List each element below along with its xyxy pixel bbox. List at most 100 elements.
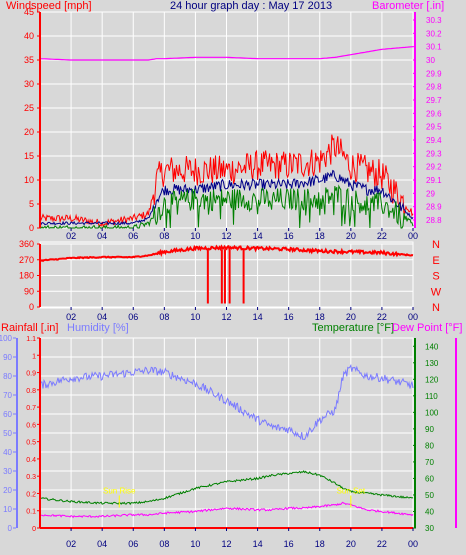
wind-gust-line bbox=[39, 134, 414, 229]
temp-tick-label: 120 bbox=[425, 375, 439, 384]
temp-tick-label: 60 bbox=[425, 474, 434, 483]
y-right-tick-label: 29.7 bbox=[426, 96, 442, 105]
x-tick-label: 16 bbox=[284, 231, 294, 241]
temp-tick-label: 90 bbox=[425, 425, 434, 434]
y-right-tick-label: 29.2 bbox=[426, 163, 442, 172]
y-right-tick-label: 29.3 bbox=[426, 149, 442, 158]
x-tick-label: 04 bbox=[97, 312, 107, 322]
compass-label: E bbox=[432, 255, 439, 267]
dewpoint-axis-label: Dew Point [°F] bbox=[392, 322, 462, 334]
x-tick-label: 22 bbox=[377, 312, 387, 322]
sun-event-label: Sun Set bbox=[337, 486, 366, 495]
x-tick-label: 00 bbox=[408, 231, 418, 241]
graph-title: 24 hour graph day : May 17 2013 bbox=[170, 0, 332, 12]
y-right-tick-label: 30.2 bbox=[426, 29, 442, 38]
wind-average-line bbox=[39, 169, 414, 226]
humidity-tick-label: 80 bbox=[3, 372, 12, 381]
temp-tick-label: 110 bbox=[425, 392, 438, 401]
x-tick-label: 00 bbox=[408, 312, 418, 322]
y-left-tick-label: 10 bbox=[24, 175, 34, 185]
y-right-tick-label: 30.1 bbox=[426, 43, 442, 52]
temperature-axis-label: Temperature [°F] bbox=[312, 322, 394, 334]
humidity-tick-label: 90 bbox=[3, 353, 12, 362]
rain-tick-label: 0.1 bbox=[26, 509, 36, 516]
y-left-tick-label: 30 bbox=[24, 79, 34, 89]
panel-1-grid bbox=[40, 11, 414, 229]
rain-tick-label: 0.6 bbox=[26, 422, 36, 429]
y-right-tick-label: 28.9 bbox=[426, 203, 442, 212]
rain-tick-label: 0.5 bbox=[26, 440, 36, 447]
y-right-tick-label: 29.4 bbox=[426, 136, 442, 145]
rain-tick-label: 0 bbox=[32, 526, 36, 533]
y-right-tick-label: 30 bbox=[426, 56, 435, 65]
temp-tick-label: 100 bbox=[425, 408, 439, 417]
y-left-tick-label: 90 bbox=[24, 286, 34, 296]
windspeed-axis-label: Windspeed [mph] bbox=[6, 0, 92, 12]
temperature-line bbox=[39, 470, 414, 506]
y-left-tick-label: 25 bbox=[24, 103, 34, 113]
x-tick-label: 10 bbox=[190, 539, 200, 549]
x-tick-label: 20 bbox=[346, 231, 356, 241]
x-tick-label: 20 bbox=[346, 539, 356, 549]
humidity-tick-label: 20 bbox=[3, 486, 12, 495]
x-tick-label: 06 bbox=[128, 231, 138, 241]
temp-tick-label: 50 bbox=[425, 491, 434, 500]
x-tick-label: 18 bbox=[315, 231, 325, 241]
humidity-tick-label: 40 bbox=[3, 448, 12, 457]
x-tick-label: 12 bbox=[221, 312, 231, 322]
y-left-tick-label: 180 bbox=[19, 271, 34, 281]
x-tick-label: 08 bbox=[159, 231, 169, 241]
rain-tick-label: 0.2 bbox=[26, 491, 36, 498]
temp-tick-label: 70 bbox=[425, 458, 434, 467]
rain-tick-label: 0.3 bbox=[26, 474, 36, 481]
y-right-tick-label: 29.6 bbox=[426, 109, 442, 118]
x-tick-label: 22 bbox=[377, 539, 387, 549]
x-tick-label: 02 bbox=[66, 231, 76, 241]
compass-label: N bbox=[432, 302, 440, 314]
rain-tick-label: 0.9 bbox=[26, 371, 36, 378]
x-tick-label: 00 bbox=[408, 539, 418, 549]
rain-tick-label: 0.4 bbox=[26, 457, 36, 464]
panel-1-series bbox=[39, 46, 414, 230]
temp-tick-label: 40 bbox=[425, 507, 434, 516]
y-left-tick-label: 15 bbox=[24, 151, 34, 161]
rainfall-axis-label: Rainfall [.in] bbox=[1, 322, 58, 334]
x-tick-label: 20 bbox=[346, 312, 356, 322]
x-tick-label: 06 bbox=[128, 312, 138, 322]
x-tick-label: 12 bbox=[221, 539, 231, 549]
x-tick-label: 06 bbox=[128, 539, 138, 549]
x-tick-label: 18 bbox=[315, 539, 325, 549]
x-tick-label: 12 bbox=[221, 231, 231, 241]
y-right-tick-label: 29.8 bbox=[426, 83, 442, 92]
x-tick-label: 14 bbox=[253, 231, 263, 241]
x-tick-label: 14 bbox=[253, 312, 263, 322]
humidity-tick-label: 10 bbox=[3, 505, 12, 514]
temp-tick-label: 30 bbox=[425, 524, 434, 533]
rain-tick-label: 0.8 bbox=[26, 388, 36, 395]
x-tick-label: 02 bbox=[66, 539, 76, 549]
x-tick-label: 16 bbox=[284, 312, 294, 322]
x-tick-label: 10 bbox=[190, 231, 200, 241]
x-tick-label: 10 bbox=[190, 312, 200, 322]
humidity-tick-label: 60 bbox=[3, 410, 12, 419]
y-left-tick-label: 35 bbox=[24, 55, 34, 65]
wind-direction-line bbox=[39, 244, 414, 263]
y-left-tick-label: 45 bbox=[24, 7, 34, 17]
y-left-tick-label: 0 bbox=[29, 223, 34, 233]
rain-tick-label: 0.7 bbox=[26, 405, 36, 412]
temp-tick-label: 80 bbox=[425, 441, 434, 450]
humidity-tick-label: 50 bbox=[3, 429, 12, 438]
barometer-line bbox=[39, 46, 414, 61]
y-right-tick-label: 30.3 bbox=[426, 16, 442, 25]
temp-tick-label: 140 bbox=[425, 342, 439, 351]
y-right-tick-label: 29.1 bbox=[426, 176, 442, 185]
panel-3-ticks: 0 10 20 30 40 50 60 70 80 90 10 00 0.1 0.2 0.3 0.4 0.5 0.… bbox=[0, 334, 457, 549]
humidity-tick-label: 70 bbox=[3, 391, 12, 400]
x-tick-label: 16 bbox=[284, 539, 294, 549]
y-left-tick-label: 20 bbox=[24, 127, 34, 137]
compass-label: S bbox=[432, 271, 439, 283]
y-left-tick-label: 40 bbox=[24, 31, 34, 41]
